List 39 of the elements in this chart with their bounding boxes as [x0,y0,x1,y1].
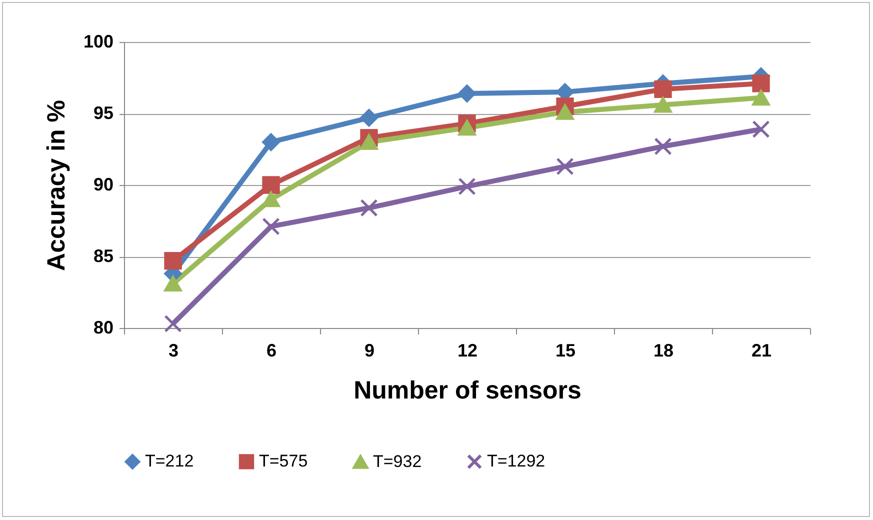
point [360,199,378,217]
y-axis-title: Accuracy in % [42,100,70,271]
x-tick-label: 12 [457,340,478,360]
point [164,276,182,292]
y-tick-label: 90 [93,174,114,194]
point [164,314,182,333]
y-tick-label: 85 [93,246,114,266]
point [458,84,476,102]
point [164,252,182,270]
point [458,120,476,136]
point [458,178,476,196]
legend-label: T=212 [145,452,194,471]
x-tick-label: 9 [364,340,375,360]
point [654,138,672,156]
legend-label: T=1292 [487,452,546,471]
point [262,176,280,194]
x-axis-title: Number of sensors [354,376,582,404]
y-tick-label: 100 [83,32,114,52]
legend-label: T=932 [373,452,422,472]
point [262,218,280,236]
point [752,74,770,92]
point [360,108,378,127]
x-tick-label: 18 [653,340,674,360]
point [752,120,770,138]
point [556,104,574,120]
point [556,158,574,176]
point [654,80,672,98]
point [262,133,280,151]
legend-label: T=575 [259,452,308,471]
x-tick-label: 6 [266,340,277,360]
point [752,90,770,106]
point [654,97,672,113]
point [360,134,378,150]
point [262,191,280,208]
y-tick-label: 80 [93,318,114,338]
x-tick-label: 3 [168,340,179,360]
x-tick-label: 15 [555,340,576,360]
x-tick-label: 21 [751,340,772,360]
y-tick-label: 95 [93,103,114,123]
